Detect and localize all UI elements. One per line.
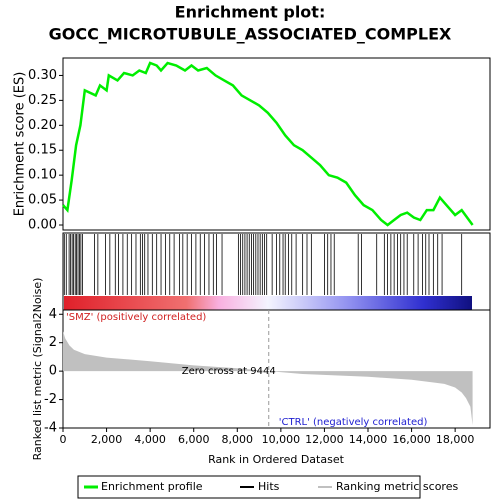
legend-label: Ranking metric scores	[336, 480, 458, 493]
y-tick-label: 0	[49, 364, 57, 379]
es-frame	[62, 57, 491, 231]
annotation: 'SMZ' (positively correlated)	[66, 312, 206, 323]
x-tick-label: 4,000	[134, 433, 166, 446]
y-tick-label: 4	[49, 307, 57, 322]
metric-area	[63, 331, 473, 426]
x-tick-label: 0	[60, 433, 67, 446]
y-axis-label: Ranked list metric (Signal2Noise)	[31, 278, 44, 461]
y-tick-label: -4	[44, 421, 57, 436]
annotation: Zero cross at 9444	[182, 366, 276, 377]
es-line	[62, 61, 474, 227]
x-tick-label: 10,000	[262, 433, 301, 446]
x-tick-label: 16,000	[392, 433, 431, 446]
y-tick-label: 0.00	[28, 218, 57, 233]
x-tick-label: 12,000	[305, 433, 344, 446]
y-tick-label: 2	[49, 335, 57, 350]
y-tick-label: 0.25	[28, 93, 57, 108]
x-tick-label: 2,000	[91, 433, 123, 446]
annotation: 'CTRL' (negatively correlated)	[279, 417, 428, 428]
y-tick-label: -2	[44, 392, 57, 407]
x-tick-label: 14,000	[349, 433, 388, 446]
y-axis-label: Enrichment score (ES)	[13, 72, 28, 217]
legend-label: Enrichment profile	[101, 480, 203, 493]
y-tick-label: 0.20	[28, 118, 57, 133]
y-tick-label: 0.10	[28, 168, 57, 183]
chart-subtitle: GOCC_MICROTUBULE_ASSOCIATED_COMPLEX	[49, 25, 452, 44]
y-tick-label: 0.05	[28, 193, 57, 208]
x-tick-label: 6,000	[178, 433, 210, 446]
chart-title: Enrichment plot:	[175, 3, 326, 22]
x-axis-label: Rank in Ordered Dataset	[208, 453, 345, 466]
colorbar	[64, 296, 472, 310]
y-tick-label: 0.15	[28, 143, 57, 158]
x-tick-label: 18,000	[436, 433, 475, 446]
legend-label: Hits	[258, 480, 280, 493]
y-tick-label: 0.30	[28, 68, 57, 83]
x-tick-label: 8,000	[222, 433, 254, 446]
